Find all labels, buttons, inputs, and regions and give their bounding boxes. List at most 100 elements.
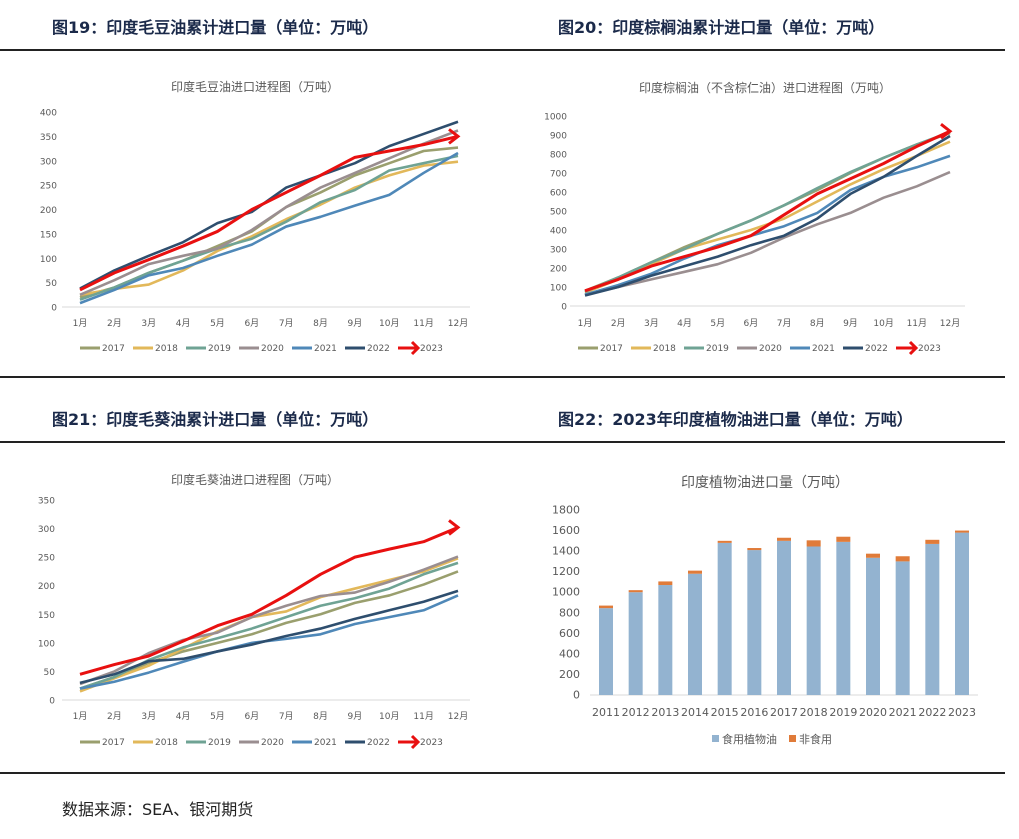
y-tick-label: 400 bbox=[550, 227, 567, 237]
series-line-2021 bbox=[79, 151, 459, 305]
x-tick-label: 1月 bbox=[73, 318, 88, 329]
x-tick-label: 6月 bbox=[244, 711, 259, 722]
bar-edible bbox=[628, 592, 643, 695]
x-tick-label: 2012 bbox=[622, 706, 650, 719]
legend-label: 2019 bbox=[208, 738, 231, 748]
x-tick-label: 10月 bbox=[379, 711, 399, 722]
y-tick-label: 1200 bbox=[552, 565, 580, 578]
series-line-2019 bbox=[79, 154, 459, 301]
x-tick-label: 5月 bbox=[210, 318, 225, 329]
y-tick-label: 0 bbox=[51, 304, 57, 314]
series-line-2020 bbox=[584, 170, 951, 296]
x-tick-label: 12月 bbox=[448, 318, 468, 329]
bar-nonedible bbox=[955, 530, 969, 533]
x-tick-label: 2011 bbox=[592, 706, 620, 719]
bar-nonedible bbox=[925, 539, 940, 544]
x-tick-label: 2020 bbox=[859, 706, 887, 719]
series-line-2023 bbox=[79, 134, 459, 292]
x-tick-label: 2022 bbox=[918, 706, 946, 719]
arrow-head-2023 bbox=[940, 123, 953, 140]
chart-title: 印度毛豆油进口进程图（万吨） bbox=[171, 79, 339, 94]
bar-edible bbox=[895, 561, 910, 695]
bar-nonedible bbox=[658, 581, 673, 586]
bar-nonedible bbox=[599, 605, 613, 609]
y-tick-label: 800 bbox=[550, 151, 567, 161]
chart-title: 印度棕榈油（不含棕仁油）进口进程图（万吨） bbox=[639, 80, 891, 95]
y-tick-label: 1400 bbox=[552, 545, 580, 558]
arrow-head-2023 bbox=[448, 519, 461, 536]
bar-nonedible bbox=[836, 536, 851, 542]
divider bbox=[0, 441, 1005, 443]
series-line-2021 bbox=[79, 594, 459, 690]
bar-edible bbox=[688, 573, 702, 695]
legend-label: 2017 bbox=[102, 738, 125, 748]
x-tick-label: 10月 bbox=[873, 318, 893, 329]
divider bbox=[0, 772, 1005, 774]
series-line-2023 bbox=[79, 526, 459, 676]
x-tick-label: 3月 bbox=[644, 318, 659, 329]
y-tick-label: 300 bbox=[38, 525, 55, 535]
y-tick-label: 200 bbox=[550, 265, 567, 275]
chart-title: 印度植物油进口量（万吨） bbox=[681, 475, 849, 491]
x-tick-label: 2月 bbox=[107, 711, 122, 722]
bar-edible bbox=[717, 542, 732, 695]
x-tick-label: 2018 bbox=[800, 706, 828, 719]
x-tick-label: 2021 bbox=[889, 706, 917, 719]
legend-label: 2018 bbox=[653, 344, 676, 354]
y-tick-label: 250 bbox=[40, 182, 57, 192]
y-tick-label: 1800 bbox=[552, 504, 580, 517]
x-tick-label: 9月 bbox=[843, 318, 858, 329]
series-line-2018 bbox=[79, 160, 459, 297]
y-tick-label: 50 bbox=[44, 668, 56, 678]
legend-label: 2022 bbox=[865, 344, 888, 354]
x-tick-label: 2017 bbox=[770, 706, 798, 719]
x-tick-label: 5月 bbox=[210, 711, 225, 722]
series-line-2022 bbox=[584, 134, 951, 297]
data-source: 数据来源：SEA、银河期货 bbox=[62, 800, 254, 819]
legend-label: 2022 bbox=[367, 344, 390, 354]
legend-label: 2020 bbox=[759, 344, 782, 354]
y-tick-label: 1600 bbox=[552, 524, 580, 537]
bar-edible bbox=[599, 608, 613, 695]
legend-label: 2023 bbox=[918, 344, 941, 354]
bar-nonedible bbox=[747, 548, 762, 551]
x-tick-label: 9月 bbox=[348, 711, 363, 722]
y-tick-label: 100 bbox=[550, 284, 567, 294]
bar-edible bbox=[955, 532, 969, 695]
x-tick-label: 6月 bbox=[744, 318, 759, 329]
series-line-2022 bbox=[79, 589, 459, 685]
y-tick-label: 200 bbox=[40, 206, 57, 216]
x-tick-label: 1月 bbox=[578, 318, 593, 329]
legend-arrow-icon bbox=[410, 340, 421, 356]
x-tick-label: 1月 bbox=[73, 711, 88, 722]
fig21-heading: 图21：印度毛葵油累计进口量（单位：万吨） bbox=[52, 410, 379, 429]
x-tick-label: 2019 bbox=[829, 706, 857, 719]
legend-label: 2018 bbox=[155, 344, 178, 354]
y-tick-label: 800 bbox=[559, 606, 580, 619]
legend-swatch bbox=[789, 735, 796, 742]
y-tick-label: 100 bbox=[38, 639, 55, 649]
legend-label: 非食用 bbox=[799, 732, 832, 746]
x-tick-label: 11月 bbox=[907, 318, 927, 329]
bar-edible bbox=[658, 585, 673, 695]
y-tick-label: 500 bbox=[550, 208, 567, 218]
x-tick-label: 10月 bbox=[379, 318, 399, 329]
y-tick-label: 700 bbox=[550, 170, 567, 180]
bar-nonedible bbox=[688, 570, 702, 574]
x-tick-label: 8月 bbox=[313, 711, 328, 722]
bar-edible bbox=[925, 543, 940, 695]
x-tick-label: 5月 bbox=[710, 318, 725, 329]
fig20-heading: 图20：印度棕榈油累计进口量（单位：万吨） bbox=[558, 18, 885, 37]
bar-nonedible bbox=[866, 553, 880, 558]
y-tick-label: 150 bbox=[38, 611, 55, 621]
legend-label: 2020 bbox=[261, 344, 284, 354]
x-tick-label: 2014 bbox=[681, 706, 709, 719]
x-tick-label: 6月 bbox=[244, 318, 259, 329]
fig22-heading: 图22：2023年印度植物油进口量（单位：万吨） bbox=[558, 410, 913, 429]
y-tick-label: 600 bbox=[559, 627, 580, 640]
legend-label: 食用植物油 bbox=[722, 732, 777, 746]
x-tick-label: 3月 bbox=[141, 711, 156, 722]
legend-label: 2023 bbox=[420, 738, 443, 748]
fig19-heading: 图19：印度毛豆油累计进口量（单位：万吨） bbox=[52, 18, 379, 37]
